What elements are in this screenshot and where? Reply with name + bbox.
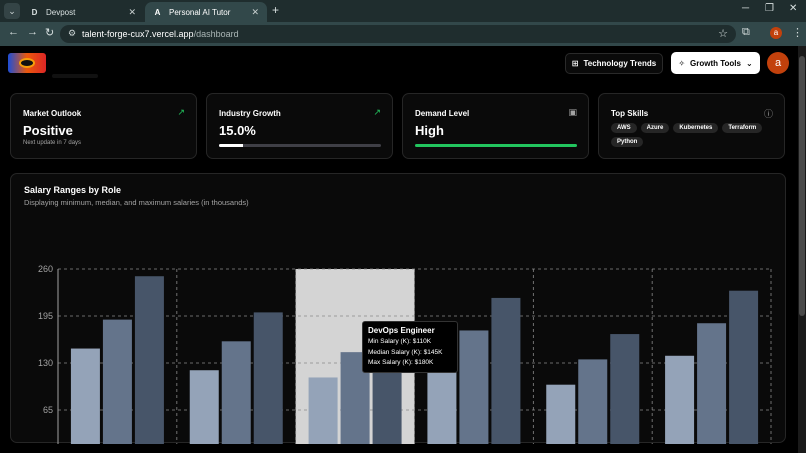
kebab-icon[interactable]: ⋮ [792, 27, 803, 39]
briefcase-icon: ▣ [568, 107, 577, 117]
bar-min [665, 355, 695, 444]
bar-max [253, 312, 283, 444]
restore-icon[interactable]: ❐ [765, 3, 774, 14]
close-icon[interactable]: ✕ [251, 6, 259, 17]
y-tick-label: 65 [43, 405, 53, 415]
growth-progress-bar [219, 144, 381, 147]
tutor-favicon-icon: A [154, 7, 161, 17]
bar-min [308, 377, 338, 444]
minimize-icon[interactable]: ─ [742, 3, 750, 14]
y-tick-label: 260 [38, 264, 53, 274]
tooltip-line: Max Salary (K): $180K [368, 359, 434, 366]
tab-devpost[interactable]: D Devpost ✕ [22, 2, 144, 22]
bar-median [459, 330, 489, 444]
arrow-right-icon[interactable]: → [27, 26, 38, 38]
plus-icon[interactable]: + [272, 3, 280, 17]
demand-level-card: Demand Level ▣ High [402, 93, 589, 159]
bar-min [189, 370, 219, 444]
bar-median [102, 319, 132, 444]
card-subtext: Next update in 7 days [23, 140, 82, 146]
tab-personal-ai-tutor[interactable]: A Personal AI Tutor ✕ [145, 2, 267, 22]
card-title: Market Outlook [23, 109, 82, 118]
reload-icon[interactable]: ↻ [45, 27, 55, 39]
tooltip-line: Median Salary (K): $145K [368, 348, 443, 356]
skill-chip: Azure [640, 123, 670, 133]
bar-max [610, 334, 640, 444]
salary-bar-chart: 065130195260Cloud ArchitectCloud Enginee… [38, 264, 772, 444]
chart-tooltip: DevOps Engineer Min Salary (K): $110K Me… [362, 321, 458, 373]
close-window-icon[interactable]: ✕ [789, 3, 798, 14]
puzzle-icon[interactable]: ⧉ [742, 26, 750, 38]
bar-median [221, 341, 251, 444]
bar-median [697, 323, 727, 444]
card-value: 15.0% [219, 123, 256, 138]
devpost-favicon-icon: D [31, 7, 38, 17]
grid-icon: ⊞ [571, 59, 579, 68]
sparkles-icon: ✧ [678, 58, 686, 68]
growth-tools-button[interactable]: ✧ Growth Tools ⌄ [671, 52, 760, 74]
info-icon[interactable]: ⓘ [763, 109, 773, 119]
dashboard-page: ⊞ Technology Trends ✧ Growth Tools ⌄ a M… [0, 46, 798, 453]
star-icon[interactable]: ☆ [718, 28, 728, 40]
bar-max [491, 297, 521, 444]
app-logo[interactable] [8, 53, 46, 73]
card-value: High [415, 123, 444, 138]
avatar[interactable]: a [767, 52, 789, 74]
card-value: Positive [23, 123, 73, 138]
y-tick-label: 195 [38, 311, 53, 321]
close-icon[interactable]: ✕ [128, 6, 136, 17]
browser-tab-bar: ⌄ D Devpost ✕ A Personal AI Tutor ✕ + ─ … [0, 0, 806, 22]
bar-max [729, 290, 759, 444]
y-tick-label: 130 [38, 358, 53, 368]
chevron-down-icon[interactable]: ⌄ [4, 3, 20, 19]
skill-chips: AWS Azure Kubernetes Terraform Python [611, 123, 771, 147]
progress-fill [415, 144, 577, 147]
scrollbar-thumb[interactable] [799, 56, 805, 316]
trending-up-icon: ↗ [373, 107, 381, 117]
tab-title: Devpost [46, 7, 76, 17]
skill-chip: Terraform [722, 123, 763, 133]
bar-max [134, 276, 164, 444]
page-scrollbar[interactable] [798, 46, 806, 453]
profile-avatar[interactable]: a [770, 27, 782, 39]
bar-min [70, 348, 100, 444]
bar-min [546, 384, 576, 444]
top-skills-card: Top Skills ⓘ AWS Azure Kubernetes Terraf… [598, 93, 785, 159]
url-text: talent-forge-cux7.vercel.app/dashboard [82, 29, 239, 39]
demand-progress-bar [415, 144, 577, 147]
card-title: Industry Growth [219, 109, 281, 118]
address-bar[interactable]: ⚙ talent-forge-cux7.vercel.app/dashboard… [60, 25, 736, 43]
progress-fill [219, 144, 244, 147]
tab-title: Personal AI Tutor [169, 7, 231, 17]
skill-chip: Kubernetes [673, 123, 719, 133]
browser-toolbar: ← → ↻ ⚙ talent-forge-cux7.vercel.app/das… [0, 22, 806, 46]
chevron-down-icon: ⌄ [745, 58, 753, 68]
salary-chart-card: Salary Ranges by Role Displaying minimum… [10, 173, 786, 444]
chart-title: Salary Ranges by Role [24, 185, 122, 195]
industry-growth-card: Industry Growth ↗ 15.0% [206, 93, 393, 159]
card-title: Demand Level [415, 109, 470, 118]
chart-subtitle: Displaying minimum, median, and maximum … [24, 198, 249, 207]
tooltip-title: DevOps Engineer [368, 326, 435, 335]
tooltip-line: Min Salary (K): $110K [368, 338, 432, 345]
site-info-icon[interactable]: ⚙ [68, 28, 77, 38]
skill-chip: Python [611, 137, 644, 147]
card-title: Top Skills [611, 109, 649, 118]
technology-trends-button[interactable]: ⊞ Technology Trends [565, 53, 663, 74]
header-divider [52, 74, 98, 78]
market-outlook-card: Market Outlook ↗ Positive Next update in… [10, 93, 197, 159]
bar-min [427, 363, 457, 444]
arrow-left-icon[interactable]: ← [8, 26, 19, 38]
bar-median [578, 359, 608, 444]
skill-chip: AWS [611, 123, 637, 133]
trending-up-icon: ↗ [177, 107, 185, 117]
